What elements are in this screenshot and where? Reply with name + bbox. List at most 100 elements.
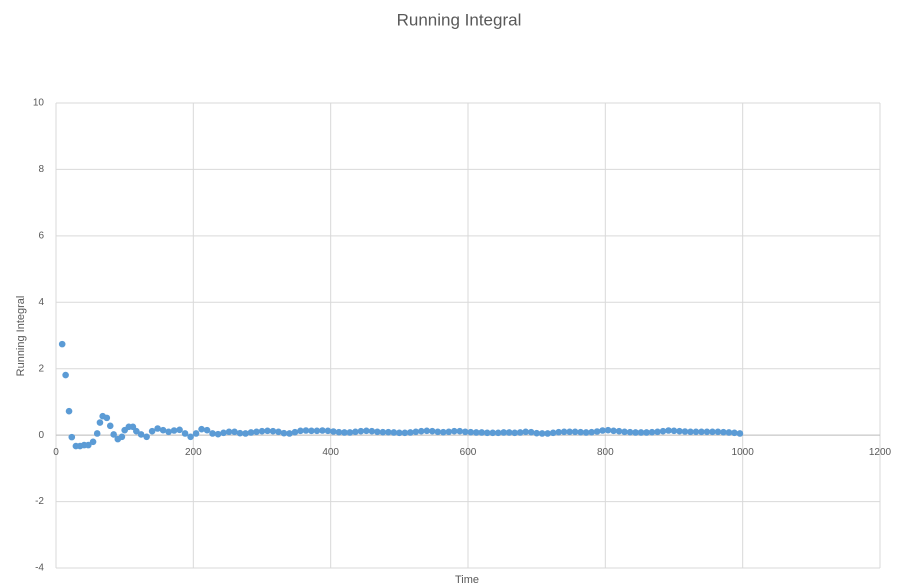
point: [500, 429, 508, 436]
point: [62, 371, 69, 379]
point: [665, 427, 672, 434]
point: [604, 426, 612, 434]
point: [544, 430, 551, 437]
point: [187, 433, 194, 441]
point: [549, 429, 557, 437]
point: [308, 427, 315, 435]
point: [231, 428, 238, 436]
point: [615, 427, 623, 435]
point: [148, 427, 156, 435]
point: [291, 428, 299, 436]
point: [385, 428, 392, 436]
point: [687, 428, 694, 436]
point: [538, 430, 546, 437]
point: [220, 429, 227, 437]
point: [346, 429, 354, 436]
point: [434, 428, 442, 436]
point: [632, 429, 639, 436]
point: [472, 429, 480, 436]
point: [93, 430, 101, 437]
point: [516, 429, 524, 436]
point: [505, 429, 513, 436]
point: [341, 429, 348, 436]
point: [659, 427, 667, 435]
point: [703, 428, 711, 436]
point: [137, 431, 145, 438]
point: [643, 429, 650, 436]
x-tick-label: 1200: [869, 447, 892, 458]
point: [103, 414, 111, 422]
point: [280, 429, 288, 437]
point: [461, 428, 469, 436]
point: [626, 428, 634, 436]
point: [352, 428, 359, 436]
point: [698, 428, 705, 436]
x-tick-label: 1000: [732, 447, 755, 458]
point: [423, 427, 431, 435]
point: [709, 428, 716, 436]
point: [319, 427, 326, 434]
y-tick-label: -4: [35, 563, 44, 574]
point: [478, 429, 486, 436]
point: [225, 428, 233, 436]
point: [368, 427, 376, 435]
point: [165, 428, 172, 436]
point: [198, 425, 205, 433]
point: [511, 429, 518, 437]
point: [357, 427, 365, 435]
point: [720, 428, 727, 436]
point: [203, 426, 211, 434]
point: [106, 422, 114, 430]
y-tick-label: 6: [38, 230, 44, 241]
x-tick-label: 200: [185, 447, 202, 458]
y-tick-label: 2: [38, 363, 44, 374]
point: [407, 429, 414, 436]
point: [181, 430, 189, 437]
point: [379, 428, 387, 436]
y-tick-label: 4: [38, 297, 44, 308]
point: [450, 427, 458, 435]
point: [324, 427, 332, 435]
point: [467, 428, 475, 436]
point: [681, 428, 689, 435]
point: [154, 425, 161, 432]
point: [84, 441, 92, 449]
point: [159, 426, 167, 434]
y-tick-label: 10: [33, 98, 45, 109]
point: [401, 429, 409, 437]
point: [302, 427, 310, 434]
point: [533, 429, 540, 437]
point: [396, 429, 403, 437]
y-axis-title: Running Integral: [15, 296, 27, 377]
point: [593, 428, 601, 435]
point: [209, 430, 216, 437]
point: [560, 428, 568, 436]
point: [258, 427, 266, 435]
point: [494, 429, 502, 437]
point: [96, 419, 104, 426]
chart-title: Running Integral: [397, 10, 522, 29]
point: [89, 438, 97, 446]
point: [599, 427, 606, 434]
x-tick-label: 0: [53, 447, 59, 458]
point: [58, 340, 66, 348]
point: [731, 429, 738, 437]
point: [577, 428, 584, 436]
point: [456, 427, 464, 435]
point: [269, 427, 277, 435]
point: [374, 428, 381, 436]
point: [527, 428, 535, 436]
point: [242, 430, 249, 437]
x-tick-label: 400: [322, 447, 339, 458]
point: [418, 427, 425, 435]
x-tick-label: 600: [460, 447, 477, 458]
point: [192, 430, 200, 437]
point: [555, 428, 562, 436]
point: [637, 429, 645, 436]
point: [621, 428, 628, 436]
point: [676, 427, 683, 435]
point: [253, 428, 260, 436]
point: [264, 427, 271, 435]
y-tick-label: -2: [35, 496, 44, 507]
point: [176, 426, 183, 434]
